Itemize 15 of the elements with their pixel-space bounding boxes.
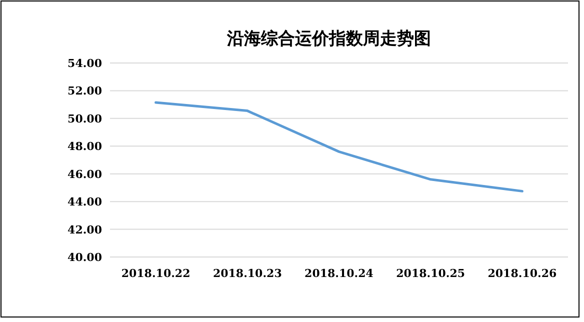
y-tick-label: 42.00 xyxy=(68,223,102,236)
line-series xyxy=(154,101,524,192)
y-tick-label: 54.00 xyxy=(68,57,102,70)
y-tick-label: 50.00 xyxy=(68,112,102,126)
chart-title: 沿海综合运价指数周走势图 xyxy=(226,29,431,49)
y-tick-label: 44.00 xyxy=(68,196,102,209)
x-tick-label: 2018.10.24 xyxy=(304,267,374,280)
y-tick-label: 48.00 xyxy=(68,140,102,154)
x-tick-label: 2018.10.26 xyxy=(488,267,557,280)
x-tick-label: 2018.10.25 xyxy=(396,267,466,280)
x-tick-label: 2018.10.22 xyxy=(121,267,190,280)
y-tick-label: 52.00 xyxy=(68,84,102,98)
x-tick-label: 2018.10.23 xyxy=(212,267,282,280)
y-tick-label: 40.00 xyxy=(68,251,102,264)
y-tick-label: 46.00 xyxy=(68,168,102,181)
